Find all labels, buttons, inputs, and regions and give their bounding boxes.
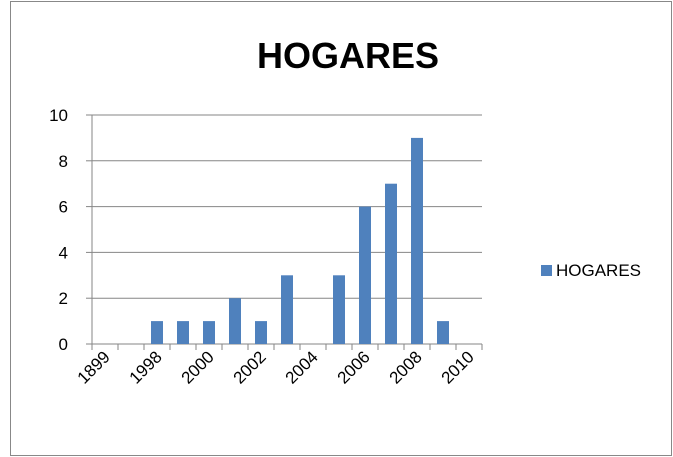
bar xyxy=(255,321,267,344)
legend-label: HOGARES xyxy=(556,261,641,280)
bar xyxy=(151,321,163,344)
chart-title: HOGARES xyxy=(257,35,439,76)
bar xyxy=(333,275,345,344)
bar xyxy=(359,206,371,344)
y-tick-label: 6 xyxy=(59,198,68,217)
bar xyxy=(281,275,293,344)
bar xyxy=(177,321,189,344)
bar xyxy=(203,321,215,344)
bar xyxy=(229,298,241,344)
chart-border xyxy=(10,1,672,456)
bar xyxy=(411,137,423,344)
legend-swatch xyxy=(541,265,552,276)
bar xyxy=(437,321,449,344)
y-tick-label: 10 xyxy=(49,106,68,125)
y-tick-label: 2 xyxy=(59,289,68,308)
y-tick-label: 4 xyxy=(59,243,68,262)
bar xyxy=(385,183,397,344)
y-tick-label: 0 xyxy=(59,335,68,354)
y-tick-label: 8 xyxy=(59,152,68,171)
